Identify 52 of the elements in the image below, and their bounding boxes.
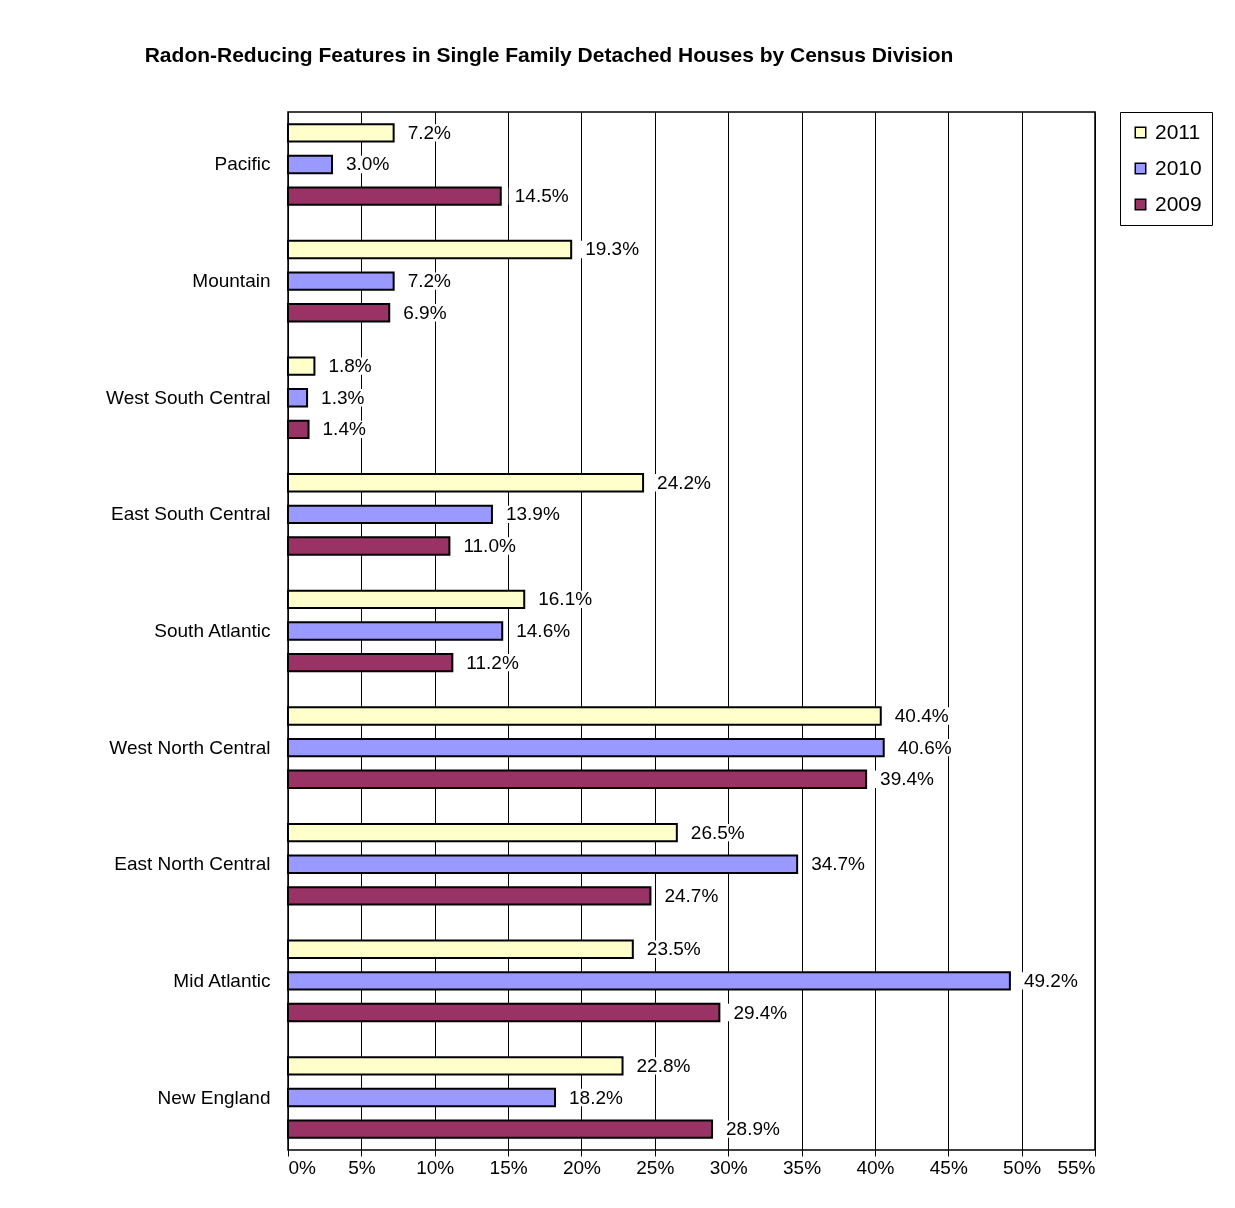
data-label: 34.7% (811, 853, 866, 875)
x-tick-label: 10% (416, 1156, 455, 1178)
y-tick-label: New England (157, 1086, 271, 1108)
chart-title: Radon-Reducing Features in Single Family Detached Houses by Census Division (144, 42, 954, 66)
data-label: 23.5% (646, 938, 701, 960)
x-tick-label: 40% (856, 1156, 895, 1178)
data-label: 14.5% (514, 185, 569, 207)
data-label: 22.8% (636, 1054, 691, 1076)
data-label: 28.9% (726, 1118, 781, 1140)
data-label: 24.7% (664, 884, 719, 906)
y-tick-label: South Atlantic (154, 620, 271, 641)
y-tick-label: West North Central (109, 736, 271, 758)
x-tick-label: 0% (288, 1156, 317, 1178)
data-label: 19.3% (585, 238, 640, 260)
data-label: 11.0% (463, 535, 516, 556)
data-label: 1.8% (328, 355, 372, 377)
x-tick-label: 25% (636, 1156, 675, 1178)
x-tick-label: 55% (1057, 1156, 1096, 1178)
data-label: 49.2% (1023, 969, 1078, 991)
data-label: 40.4% (894, 705, 949, 726)
data-label: 29.4% (733, 1001, 788, 1023)
data-label: 26.5% (690, 821, 745, 843)
data-label: 1.3% (321, 386, 365, 408)
legend-label: 2010 (1155, 155, 1202, 179)
x-tick-label: 15% (489, 1156, 528, 1178)
data-label: 14.6% (516, 620, 571, 641)
legend-label: 2011 (1155, 119, 1201, 143)
y-tick-label: East North Central (114, 853, 271, 875)
data-label: 7.2% (407, 121, 452, 143)
x-tick-label: 5% (348, 1156, 376, 1178)
data-label: 18.2% (569, 1086, 624, 1108)
data-label: 24.2% (657, 471, 712, 493)
data-label: 3.0% (346, 153, 390, 175)
x-tick-label: 30% (709, 1156, 748, 1178)
x-tick-label: 50% (1003, 1156, 1042, 1178)
data-label: 40.6% (897, 736, 952, 758)
x-tick-label: 45% (929, 1156, 968, 1178)
data-label: 1.4% (322, 418, 366, 440)
data-label: 16.1% (538, 588, 593, 610)
y-tick-label: Pacific (214, 153, 271, 175)
data-label: 7.2% (407, 270, 452, 292)
data-label: 6.9% (403, 301, 447, 323)
x-tick-label: 35% (783, 1156, 822, 1178)
y-tick-label: East South Central (111, 503, 271, 525)
legend-label: 2009 (1155, 191, 1202, 215)
data-label: 39.4% (880, 768, 935, 790)
y-tick-label: Mountain (192, 270, 271, 292)
y-tick-label: Mid Atlantic (173, 969, 271, 991)
x-tick-label: 20% (562, 1156, 602, 1178)
data-label: 13.9% (505, 503, 560, 525)
data-label: 11.2% (466, 651, 519, 673)
y-tick-label: West South Central (106, 386, 271, 408)
